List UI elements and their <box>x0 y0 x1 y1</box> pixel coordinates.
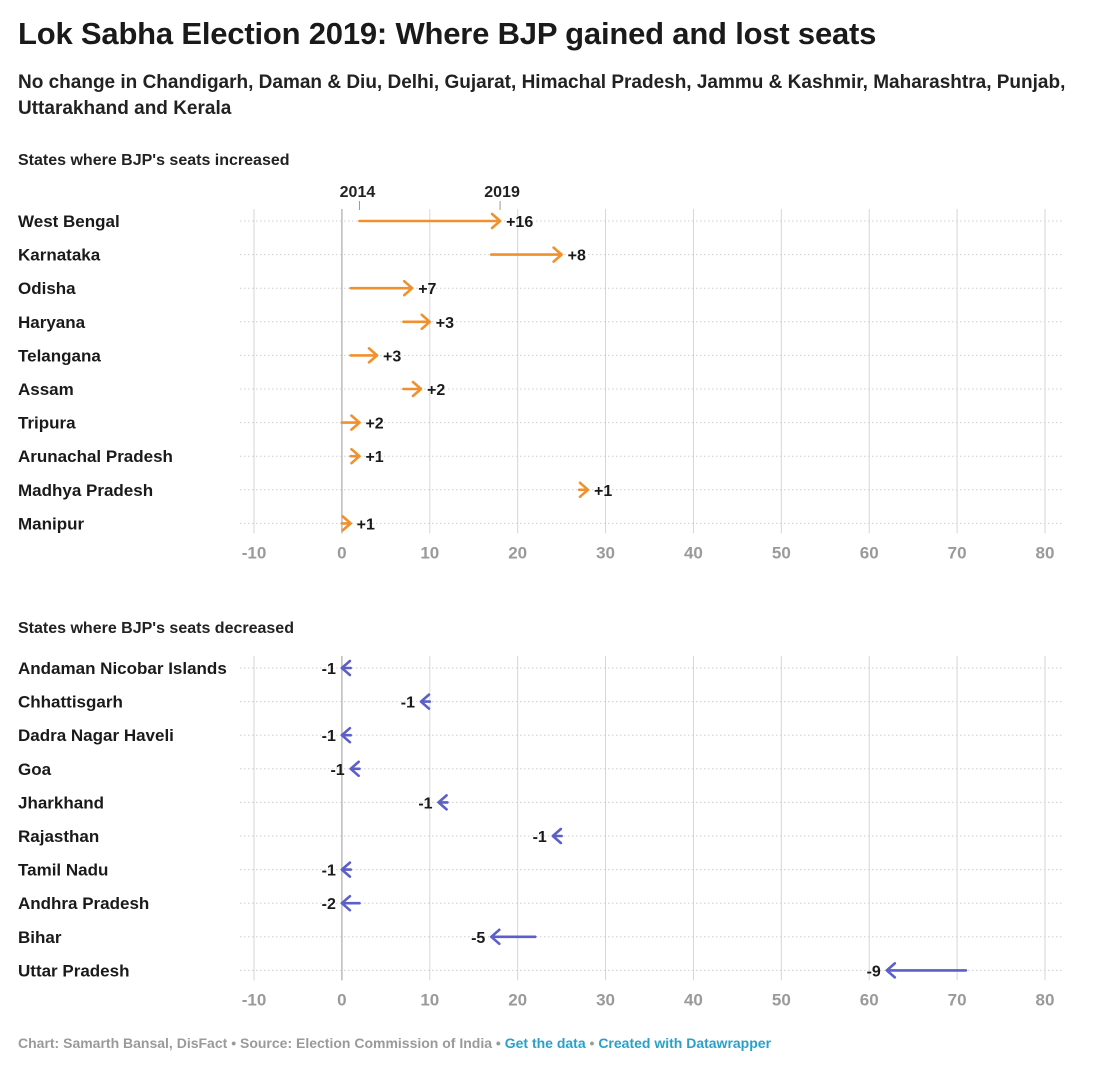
arrow-head <box>411 380 423 398</box>
state-label: Rajasthan <box>18 827 99 846</box>
state-label: Karnataka <box>18 246 101 265</box>
footer-separator: • <box>495 1035 501 1051</box>
change-label: -1 <box>322 863 336 880</box>
x-tick-label: -10 <box>242 990 267 1009</box>
footer-credit: Chart: Samarth Bansal, DisFact <box>18 1035 228 1051</box>
chart-title: Lok Sabha Election 2019: Where BJP gaine… <box>18 16 877 51</box>
arrow-head <box>340 861 352 878</box>
x-tick-label: 80 <box>1036 543 1055 562</box>
state-label: Chhattisgarh <box>18 693 123 712</box>
change-label: -9 <box>867 963 881 980</box>
state-label: Andaman Nicobar Islands <box>18 659 227 678</box>
panel-title-decreased: States where BJP's seats decreased <box>18 620 294 637</box>
arrow-head <box>490 928 501 946</box>
arrow-head <box>552 246 563 263</box>
arrow-head <box>340 659 352 677</box>
x-tick-label: 10 <box>420 990 439 1009</box>
change-label: -1 <box>401 695 415 712</box>
arrow-head <box>420 313 432 331</box>
change-label: -2 <box>322 896 336 913</box>
change-label: +1 <box>594 483 612 500</box>
change-label: +3 <box>436 315 454 332</box>
change-label: +1 <box>365 449 383 466</box>
state-label: Bihar <box>18 928 62 947</box>
x-tick-label: 0 <box>337 990 346 1009</box>
arrow-head <box>350 414 361 431</box>
datawrapper-link[interactable]: Created with Datawrapper <box>598 1035 772 1051</box>
x-tick-label: 40 <box>684 990 703 1009</box>
state-label: Haryana <box>18 313 86 332</box>
arrow-head <box>341 515 352 532</box>
state-label: Madhya Pradesh <box>18 481 153 500</box>
arrow-head <box>885 962 897 979</box>
x-tick-label: 40 <box>684 543 703 562</box>
arrow-head <box>490 212 502 230</box>
x-tick-label: 50 <box>772 990 791 1009</box>
state-label: Assam <box>18 380 74 399</box>
state-label: Tamil Nadu <box>18 861 108 880</box>
state-label: Goa <box>18 760 52 779</box>
footer-source: Source: Election Commission of India <box>239 1035 493 1051</box>
arrow-head <box>402 279 414 297</box>
change-label: -1 <box>322 661 336 678</box>
change-label: -1 <box>322 728 336 745</box>
change-label: -1 <box>418 795 432 812</box>
change-label: +2 <box>365 416 383 433</box>
state-label: Arunachal Pradesh <box>18 447 173 466</box>
increased-seats-chart: -10 0 10 20 30 40 50 60 70 80 2014 2019 West Bengal +… <box>18 184 1062 562</box>
change-label: +7 <box>418 281 436 298</box>
footer-separator: • <box>231 1035 237 1051</box>
series-label-start: 2014 <box>340 184 376 201</box>
state-label: Odisha <box>18 279 76 298</box>
chart-footer: Chart: Samarth Bansal, DisFact • Source:… <box>18 1035 771 1051</box>
arrow-head <box>367 347 379 364</box>
change-label: +1 <box>357 516 375 533</box>
change-label: -5 <box>471 930 485 947</box>
arrow-head <box>340 726 352 744</box>
get-data-link[interactable]: Get the data <box>504 1035 586 1051</box>
arrow-head <box>340 894 352 912</box>
x-tick-label: 20 <box>508 990 527 1009</box>
x-tick-label: 20 <box>508 543 527 562</box>
arrow-head <box>419 693 431 710</box>
arrow-head <box>437 794 448 811</box>
state-label: Jharkhand <box>18 793 104 812</box>
state-label: Uttar Pradesh <box>18 961 129 980</box>
x-tick-label: -10 <box>242 543 267 562</box>
series-label-end: 2019 <box>484 184 520 201</box>
x-tick-label: 80 <box>1036 990 1055 1009</box>
chart-subtitle: No change in Chandigarh, Daman & Diu, De… <box>18 72 1066 119</box>
arrow-head <box>349 760 360 778</box>
x-tick-label: 30 <box>596 543 615 562</box>
x-tick-label: 30 <box>596 990 615 1009</box>
arrow-head <box>578 481 590 499</box>
panel-title-increased: States where BJP's seats increased <box>18 152 290 169</box>
x-tick-label: 10 <box>420 543 439 562</box>
state-label: Tripura <box>18 414 76 433</box>
x-tick-label: 60 <box>860 543 879 562</box>
x-tick-label: 50 <box>772 543 791 562</box>
x-tick-label: 0 <box>337 543 346 562</box>
arrow-head <box>551 827 563 845</box>
state-label: Manipur <box>18 514 84 533</box>
state-label: Andhra Pradesh <box>18 894 149 913</box>
footer-separator: • <box>589 1035 595 1051</box>
change-label: -1 <box>330 762 344 779</box>
decreased-seats-chart: -10 0 10 20 30 40 50 60 70 80 Andaman Nicobar Isla… <box>18 656 1062 1009</box>
change-label: +16 <box>506 214 533 231</box>
change-label: +2 <box>427 382 445 399</box>
change-label: +8 <box>568 248 586 265</box>
change-label: -1 <box>533 829 547 846</box>
state-label: Telangana <box>18 346 101 365</box>
x-tick-label: 70 <box>948 990 967 1009</box>
x-tick-label: 60 <box>860 990 879 1009</box>
change-label: +3 <box>383 348 401 365</box>
x-tick-label: 70 <box>948 543 967 562</box>
state-label: West Bengal <box>18 212 120 231</box>
arrow-head <box>350 447 361 465</box>
state-label: Dadra Nagar Haveli <box>18 726 174 745</box>
